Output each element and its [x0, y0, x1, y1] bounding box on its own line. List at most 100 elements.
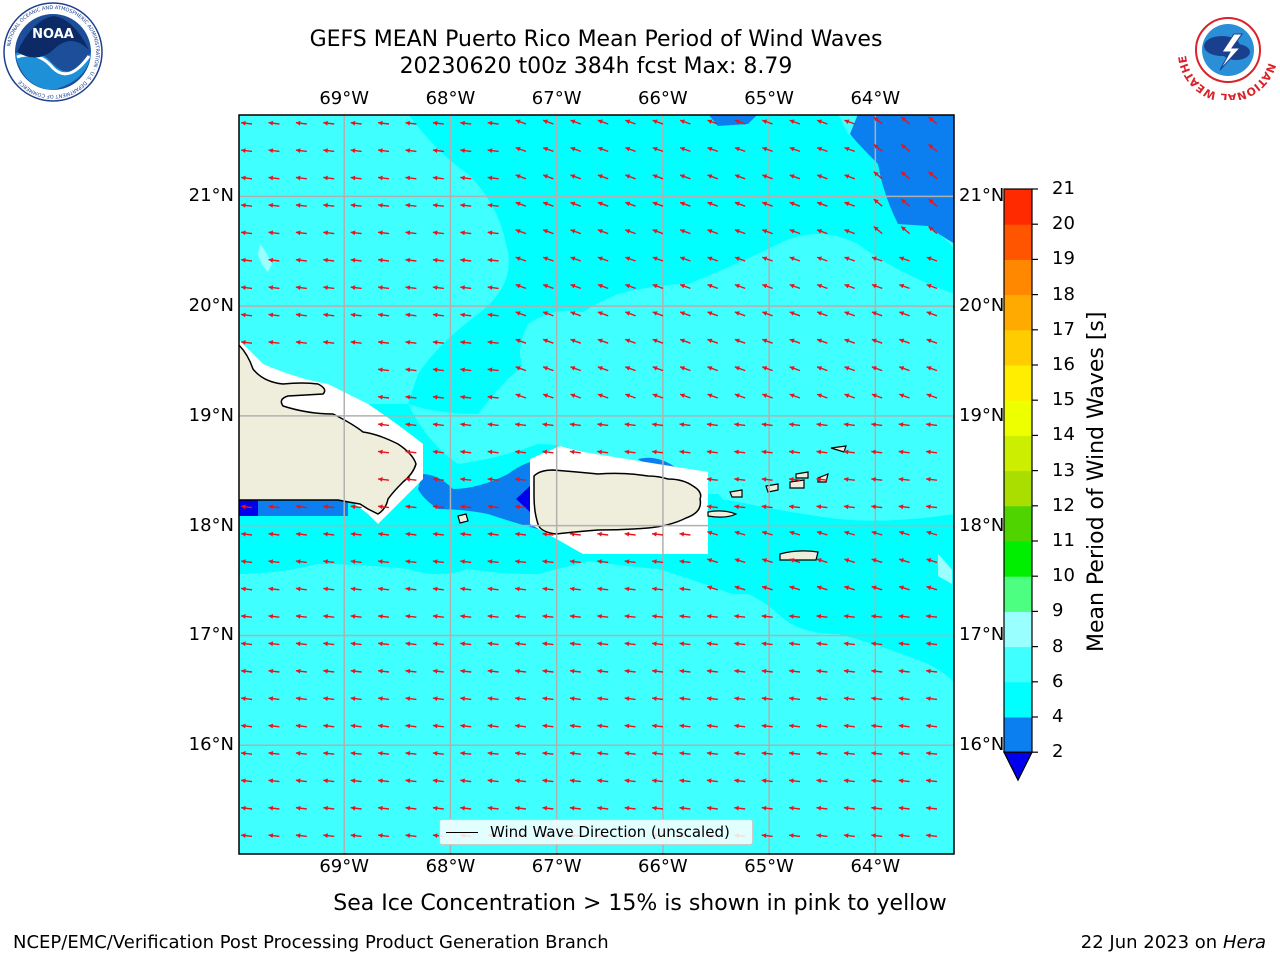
- wind-wave-arrow: [515, 256, 527, 262]
- wind-wave-arrow: [240, 805, 253, 811]
- wind-wave-arrow: [377, 257, 390, 263]
- wind-wave-arrow: [679, 668, 691, 674]
- wind-wave-arrow: [268, 531, 280, 537]
- wind-wave-arrow: [706, 668, 718, 674]
- wind-wave-arrow: [570, 174, 582, 180]
- wind-wave-arrow: [350, 230, 362, 236]
- wind-wave-arrow: [679, 256, 691, 262]
- wind-wave-arrow: [925, 723, 938, 729]
- wind-wave-arrow: [652, 146, 664, 153]
- wind-wave-arrow: [487, 805, 499, 811]
- wind-wave-arrow: [350, 531, 362, 537]
- wind-wave-arrow: [624, 751, 636, 756]
- wind-wave-arrow: [295, 148, 307, 153]
- wind-wave-arrow: [734, 174, 746, 180]
- wind-wave-arrow: [432, 175, 444, 181]
- wind-wave-arrow: [900, 116, 911, 125]
- wind-wave-arrow: [268, 257, 280, 263]
- wind-wave-arrow: [679, 229, 691, 235]
- wind-wave-arrow: [624, 778, 636, 784]
- small-island-mona: [457, 513, 469, 524]
- wind-wave-arrow: [734, 805, 746, 811]
- wind-wave-arrow: [240, 668, 253, 674]
- wind-wave-arrow: [514, 723, 527, 729]
- wind-wave-arrow: [405, 668, 417, 674]
- wind-wave-arrow: [734, 146, 746, 153]
- wind-wave-arrow: [569, 696, 581, 701]
- wind-wave-arrow: [926, 256, 938, 262]
- wind-wave-arrow: [816, 530, 828, 536]
- wind-wave-arrow: [268, 559, 280, 564]
- wind-wave-arrow: [734, 229, 746, 235]
- wind-wave-arrow: [789, 146, 801, 153]
- colorbar-segment: [1004, 576, 1032, 612]
- wind-wave-arrow: [871, 668, 883, 674]
- wind-wave-arrow: [597, 641, 609, 647]
- wind-wave-arrow: [487, 422, 499, 427]
- wind-wave-arrow: [624, 449, 636, 455]
- wind-wave-arrow: [569, 559, 581, 564]
- wind-wave-arrow: [679, 696, 691, 701]
- wind-wave-arrow: [268, 723, 280, 729]
- wind-wave-arrow: [625, 366, 636, 372]
- colorbar-segment: [1004, 505, 1032, 542]
- wind-wave-arrow: [432, 120, 444, 126]
- lat-label-right: 19°N: [959, 404, 1005, 426]
- wind-wave-arrow: [925, 778, 938, 784]
- wind-wave-arrow: [295, 175, 307, 181]
- wind-wave-arrow: [240, 120, 253, 126]
- wind-wave-arrow: [377, 449, 390, 455]
- wind-wave-arrow: [871, 449, 883, 455]
- wind-wave-arrow: [487, 257, 499, 263]
- wind-wave-arrow: [542, 723, 554, 729]
- wind-wave-arrow: [925, 422, 938, 427]
- wind-wave-arrow: [350, 504, 362, 510]
- wind-wave-arrow: [651, 422, 664, 427]
- wind-wave-arrow: [405, 203, 417, 208]
- wind-wave-arrow: [514, 559, 527, 564]
- wind-wave-arrow: [843, 504, 855, 510]
- wind-wave-arrow: [460, 641, 472, 647]
- wind-wave-arrow: [515, 311, 527, 317]
- wind-wave-arrow: [240, 340, 253, 345]
- wind-wave-arrow: [816, 146, 828, 153]
- wind-wave-arrow: [706, 504, 718, 510]
- contour-cyan-se: [558, 554, 954, 683]
- wind-wave-arrow: [460, 751, 472, 756]
- wind-wave-arrow: [816, 668, 828, 674]
- wind-wave-arrow: [652, 201, 664, 207]
- wind-wave-arrow: [789, 311, 801, 317]
- wind-wave-arrow: [268, 668, 280, 674]
- colorbar-tick-label: 18: [1052, 283, 1075, 305]
- wind-wave-arrow: [542, 283, 554, 290]
- wind-wave-arrow: [460, 778, 472, 784]
- wind-wave-arrow: [350, 586, 362, 592]
- wind-wave-arrow: [679, 174, 691, 180]
- wind-wave-arrow: [295, 312, 307, 318]
- wind-wave-arrow: [651, 723, 664, 729]
- wind-wave-arrow: [652, 256, 664, 262]
- wind-wave-arrow: [240, 257, 253, 263]
- wind-wave-arrow: [542, 805, 554, 811]
- lat-label-right: 17°N: [959, 624, 1005, 646]
- wind-wave-arrow: [652, 366, 664, 372]
- wind-wave-arrow: [268, 805, 280, 811]
- wind-wave-arrow: [569, 449, 581, 455]
- wind-wave-arrow: [873, 143, 883, 152]
- wind-wave-arrow: [734, 558, 746, 564]
- wind-wave-arrow: [569, 531, 581, 537]
- wind-wave-arrow: [625, 119, 636, 125]
- wind-wave-arrow: [762, 338, 773, 344]
- wind-wave-arrow: [928, 116, 938, 125]
- wind-wave-arrow: [926, 530, 938, 536]
- wind-wave-arrow: [707, 283, 719, 290]
- wind-wave-arrow: [377, 175, 390, 181]
- wind-wave-arrow: [432, 394, 444, 400]
- wind-wave-arrow: [843, 778, 855, 784]
- wind-wave-arrow: [405, 504, 417, 510]
- wind-wave-arrow: [761, 641, 773, 647]
- wind-wave-arrow: [816, 833, 828, 838]
- wind-wave-arrow: [515, 174, 527, 180]
- wind-wave-arrow: [844, 229, 856, 235]
- wind-wave-arrow: [460, 723, 472, 729]
